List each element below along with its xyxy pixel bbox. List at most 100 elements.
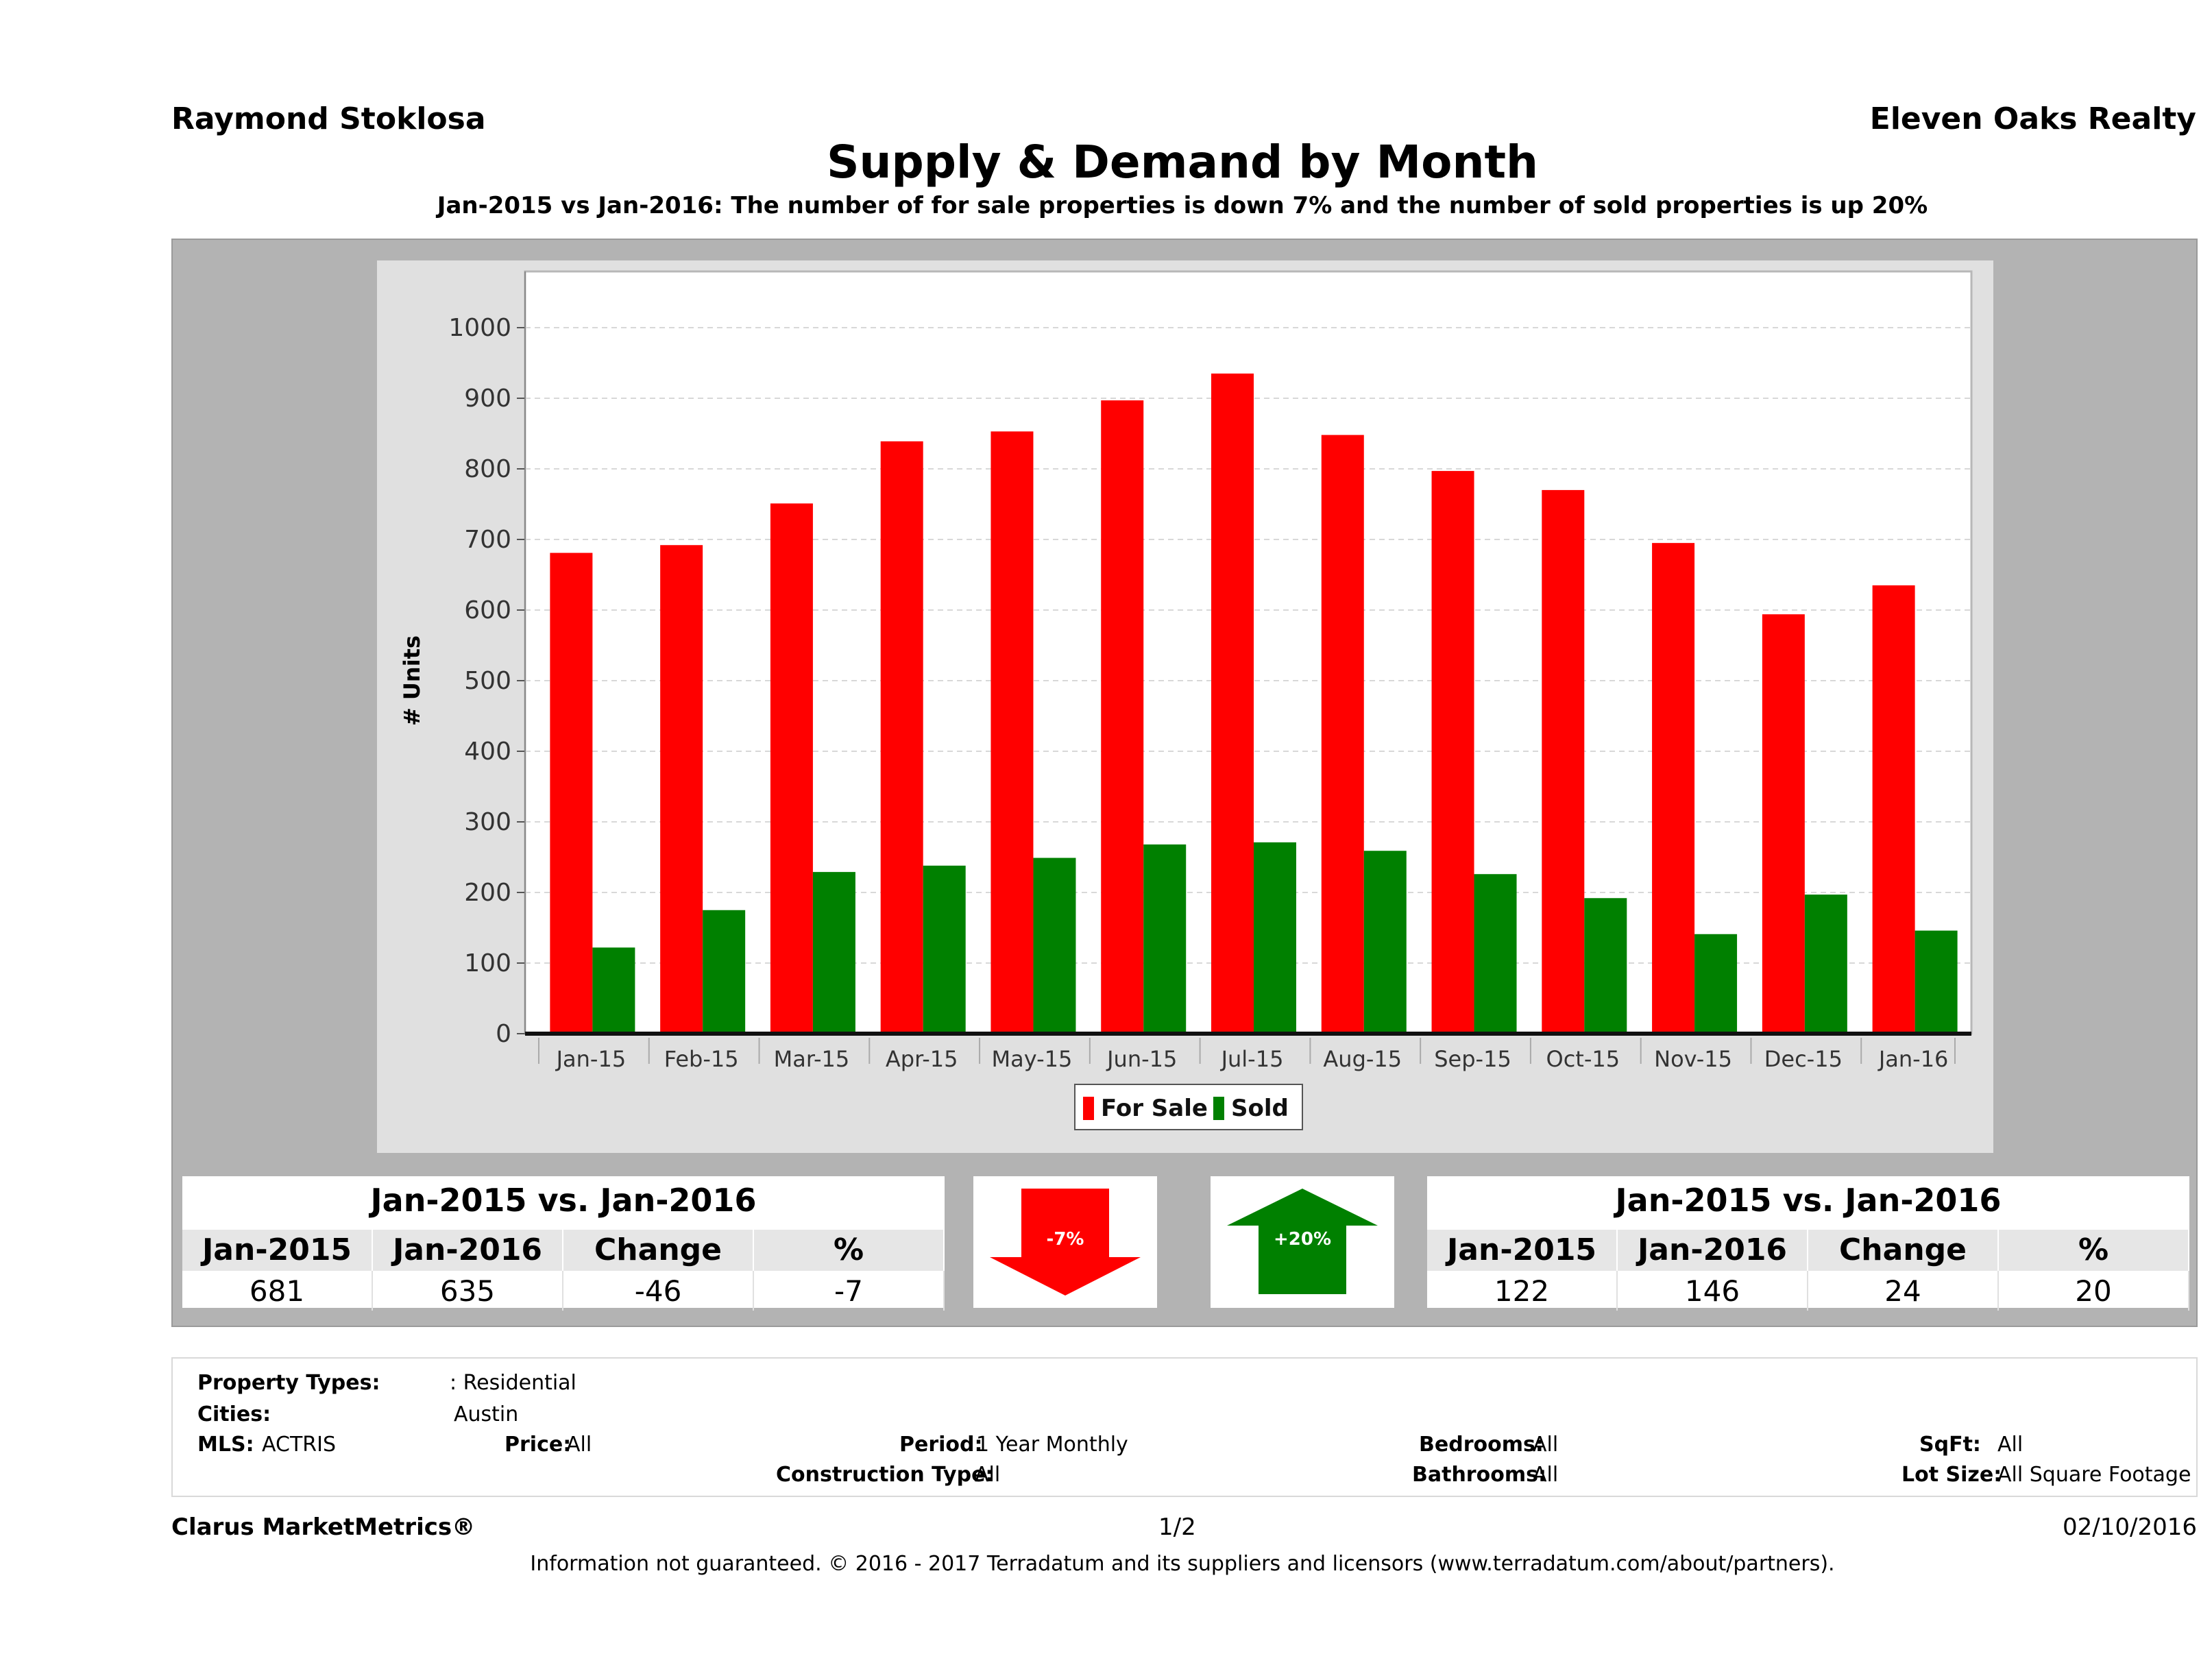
criteria-property-types: Property Types:: [197, 1371, 380, 1395]
legend-label-sold: Sold: [1231, 1095, 1289, 1122]
sold-bar: [1804, 895, 1847, 1034]
criteria-construction: Construction Type:: [776, 1463, 994, 1487]
stats-value: 20: [1999, 1271, 2189, 1311]
for-sale-bar: [1211, 373, 1254, 1034]
criteria-bathrooms-value: All: [1533, 1463, 1559, 1487]
criteria-period-value: 1 Year Monthly: [976, 1433, 1128, 1457]
sold-bar: [1584, 898, 1627, 1034]
criteria-sqft: SqFt:: [1919, 1433, 1981, 1457]
bar-chart: 0 100 200 300 400 500 600 700 800 900 1000 # Units J…: [399, 270, 1973, 1130]
stats-value: 146: [1618, 1271, 1808, 1311]
for-sale-bar: [990, 431, 1034, 1034]
for-sale-bar: [1652, 543, 1695, 1034]
footer-page-number: 1/2: [1158, 1513, 1196, 1541]
x-tick-label: Jan-16: [1877, 1046, 1949, 1072]
stats-value: 635: [373, 1271, 563, 1311]
y-tick-label: 1000: [448, 314, 511, 342]
y-tick-label: 800: [464, 455, 511, 483]
stats-title: Jan-2015 vs. Jan-2016: [370, 1182, 757, 1219]
down-arrow-box: -7%: [973, 1176, 1157, 1308]
for-sale-bar: [1762, 614, 1805, 1034]
stats-value: -7: [754, 1271, 945, 1311]
for-sale-stats-table: Jan-2015 vs. Jan-2016 Jan-2015 Jan-2016 …: [182, 1176, 945, 1311]
stats-header: Jan-2016: [1618, 1230, 1808, 1271]
legend-box: [1074, 1084, 1303, 1130]
criteria-bedrooms: Bedrooms:: [1419, 1433, 1544, 1457]
for-sale-bar: [1542, 489, 1585, 1034]
y-tick-label: 200: [464, 879, 511, 907]
criteria-cities: Cities:: [197, 1402, 271, 1426]
stats-header: Jan-2016: [373, 1230, 563, 1271]
x-tick-label: Nov-15: [1654, 1046, 1732, 1072]
y-tick-label: 400: [464, 738, 511, 766]
criteria-price: Price:: [505, 1433, 572, 1457]
y-tick-label: 100: [464, 949, 511, 977]
down-arrow-label: -7%: [1047, 1229, 1084, 1250]
for-sale-bar: [1101, 400, 1144, 1034]
agent-name: Raymond Stoklosa: [171, 101, 486, 136]
criteria-construction-value: All: [975, 1463, 1001, 1487]
for-sale-bar: [770, 503, 813, 1034]
footer-brand: Clarus MarketMetrics®: [171, 1513, 476, 1541]
criteria-period: Period:: [899, 1433, 983, 1457]
stats-value: 24: [1808, 1271, 1999, 1311]
stats-header: Change: [563, 1230, 754, 1271]
criteria-mls: MLS:: [197, 1433, 254, 1457]
x-tick-label: Dec-15: [1764, 1046, 1843, 1072]
y-tick-label: 500: [464, 667, 511, 695]
criteria-price-value: All: [566, 1433, 592, 1457]
y-axis-label: # Units: [399, 635, 425, 726]
stats-header: Change: [1808, 1230, 1999, 1271]
y-tick-label: 700: [464, 526, 511, 554]
up-arrow-label: +20%: [1274, 1229, 1331, 1250]
sold-bar: [1915, 930, 1958, 1034]
stats-header: %: [1999, 1230, 2189, 1271]
criteria-lot-size: Lot Size:: [1901, 1463, 2002, 1487]
chart-subtitle: Jan-2015 vs Jan-2016: The number of for …: [437, 192, 1928, 219]
sold-bar: [812, 872, 855, 1034]
sold-bar: [592, 947, 635, 1034]
up-arrow-icon: [1227, 1189, 1378, 1294]
stats-value: 122: [1427, 1271, 1618, 1311]
company-name: Eleven Oaks Realty: [1869, 101, 2196, 136]
sold-bar: [703, 910, 746, 1034]
criteria-bedrooms-value: All: [1533, 1433, 1559, 1457]
y-tick-label: 600: [464, 596, 511, 624]
sold-stats-table: Jan-2015 vs. Jan-2016 Jan-2015 Jan-2016 …: [1427, 1176, 2189, 1311]
stats-value: 681: [182, 1271, 373, 1311]
x-tick-label: Jan-15: [555, 1046, 627, 1072]
sold-bar: [1694, 934, 1738, 1034]
sold-bar: [1033, 858, 1076, 1034]
x-tick-label: Mar-15: [774, 1046, 850, 1072]
for-sale-bar: [1321, 435, 1364, 1034]
criteria-mls-value: ACTRIS: [262, 1433, 337, 1457]
criteria-bathrooms: Bathrooms:: [1412, 1463, 1546, 1487]
y-tick-label: 300: [464, 808, 511, 836]
legend-label-for-sale: For Sale: [1101, 1095, 1208, 1122]
criteria-cities-value: Austin: [454, 1402, 519, 1426]
footer-disclaimer: Information not guaranteed. © 2016 - 201…: [530, 1552, 1835, 1576]
y-tick-label: 0: [496, 1020, 511, 1048]
criteria-property-types-value: : Residential: [450, 1371, 576, 1395]
for-sale-bar: [660, 545, 703, 1034]
stats-title: Jan-2015 vs. Jan-2016: [1615, 1182, 2002, 1219]
for-sale-bar: [1431, 471, 1474, 1034]
stats-header: Jan-2015: [1427, 1230, 1618, 1271]
footer-date: 02/10/2016: [2063, 1513, 2197, 1541]
sold-bar: [1474, 874, 1517, 1034]
chart-title: Supply & Demand by Month: [826, 136, 1539, 189]
x-tick-label: Oct-15: [1546, 1046, 1620, 1072]
x-tick-label: May-15: [992, 1046, 1073, 1072]
sold-bar: [923, 865, 966, 1034]
stats-header: %: [754, 1230, 945, 1271]
search-criteria-panel: Property Types: : Residential Cities: Au…: [171, 1357, 2198, 1497]
x-tick-label: Aug-15: [1323, 1046, 1402, 1072]
legend-swatch-sold: [1213, 1097, 1224, 1120]
for-sale-bar: [880, 441, 923, 1034]
x-tick-label: Jul-15: [1220, 1046, 1284, 1072]
up-arrow-box: +20%: [1211, 1176, 1394, 1308]
for-sale-bar: [1872, 585, 1915, 1034]
x-tick-label: Apr-15: [886, 1046, 958, 1072]
y-tick-label: 900: [464, 385, 511, 413]
down-arrow-icon: [990, 1189, 1141, 1296]
